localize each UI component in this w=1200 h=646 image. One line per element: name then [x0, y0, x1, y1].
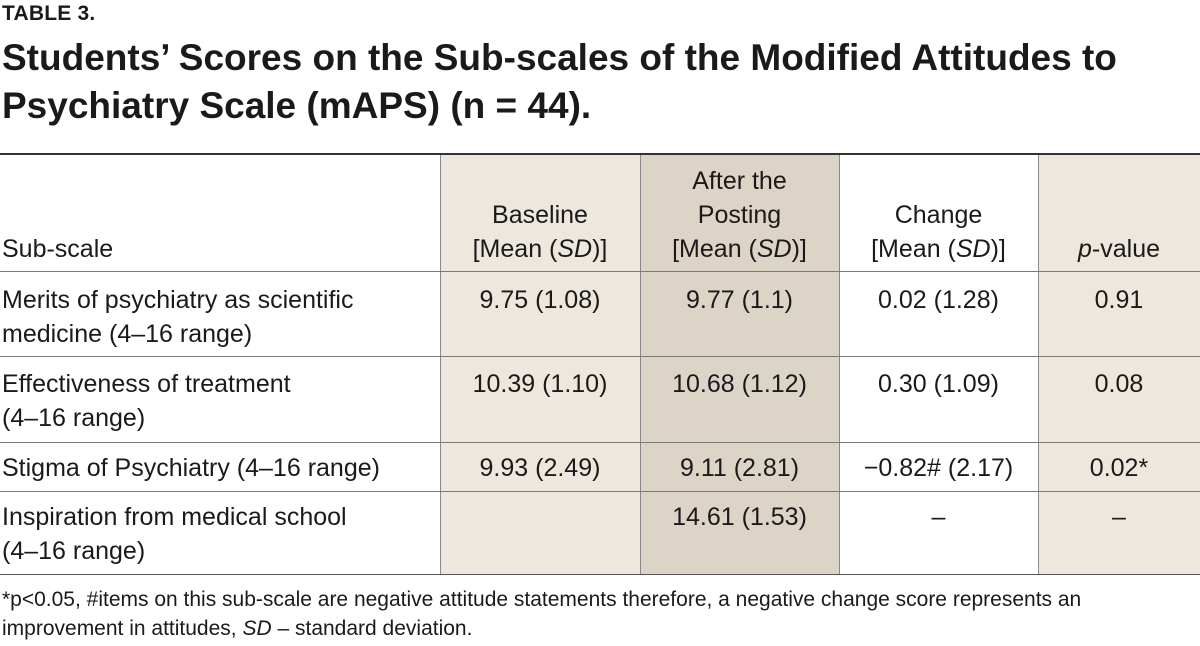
table-row-2-subscale: Effectiveness of treatment (4–16 range): [2, 370, 291, 432]
row-divider: [0, 491, 1200, 492]
table-footnote: *p<0.05, #items on this sub-scale are ne…: [2, 588, 1082, 640]
table-row-2-change: 0.30 (1.09): [878, 370, 999, 398]
column-divider: [440, 155, 441, 574]
row-divider: [0, 356, 1200, 357]
row-divider: [0, 442, 1200, 443]
row-divider: [0, 271, 1200, 272]
table-row-3-baseline: 9.93 (2.49): [479, 454, 601, 482]
table-title: Students’ Scores on the Sub-scales of th…: [2, 34, 1192, 130]
header-subscale: Sub-scale: [2, 235, 114, 263]
header-after: After the Posting [Mean (SD)]: [672, 167, 807, 263]
table-row-1-subscale: Merits of psychiatry as scientific medic…: [2, 286, 354, 348]
table-row-4-p: –: [1112, 503, 1126, 531]
table-row-3-change: −0.82# (2.17): [863, 454, 1014, 482]
after-column-shade: [640, 155, 839, 574]
p-column-shade: [1038, 155, 1200, 574]
baseline-column-shade: [440, 155, 640, 574]
table-row-3-p: 0.02*: [1089, 454, 1149, 482]
title-line-2: Psychiatry Scale (mAPS) (n = 44).: [2, 85, 592, 126]
table-row-2-p: 0.08: [1094, 370, 1144, 398]
table-row-1-baseline: 9.75 (1.08): [479, 286, 601, 314]
table-label: TABLE 3.: [2, 2, 96, 25]
table-row-3-subscale: Stigma of Psychiatry (4–16 range): [2, 454, 380, 482]
column-divider: [839, 155, 840, 574]
header-change: Change [Mean (SD)]: [871, 201, 1006, 263]
table-row-1-change: 0.02 (1.28): [878, 286, 999, 314]
table-row-2-baseline: 10.39 (1.10): [472, 370, 608, 398]
column-divider: [640, 155, 641, 574]
table-row-1-after: 9.77 (1.1): [685, 286, 793, 314]
table-row-2-after: 10.68 (1.12): [672, 370, 807, 398]
table-row-1-p: 0.91: [1094, 286, 1144, 314]
data-table: Sub-scale Baseline [Mean (SD)] After the…: [0, 153, 1200, 575]
table-row-4-subscale: Inspiration from medical school (4–16 ra…: [2, 503, 347, 565]
column-divider: [1038, 155, 1039, 574]
title-line-1: Students’ Scores on the Sub-scales of th…: [2, 37, 1117, 78]
table-row-4-change: –: [931, 503, 946, 531]
table-row-4-after: 14.61 (1.53): [672, 503, 807, 531]
table-row-3-after: 9.11 (2.81): [679, 454, 800, 482]
header-p-value: p-value: [1078, 235, 1160, 263]
header-baseline: Baseline [Mean (SD)]: [472, 201, 608, 263]
